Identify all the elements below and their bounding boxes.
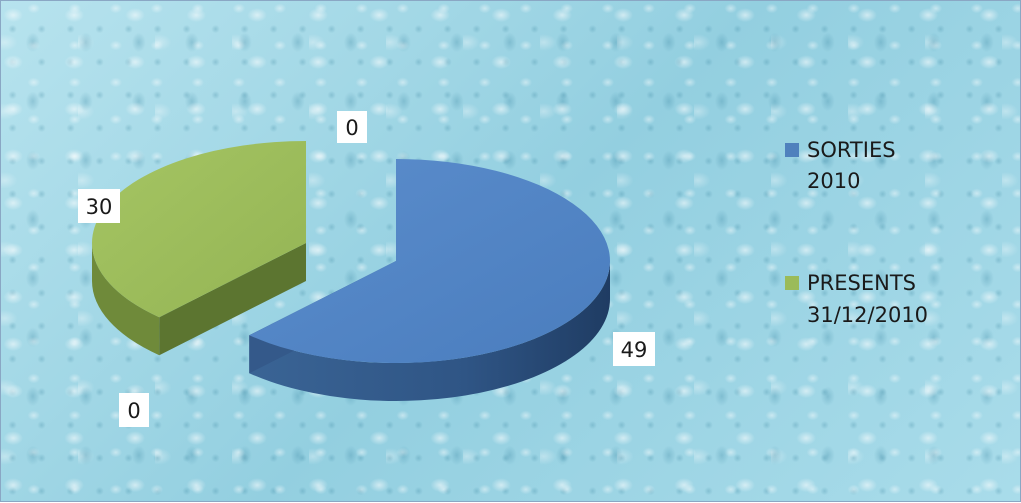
legend-label-presents-line2: 31/12/2010 — [807, 303, 928, 327]
pie-slice-side-presents — [92, 243, 160, 356]
legend-swatch-presents — [785, 276, 799, 290]
data-label-top-zero: 0 — [337, 111, 367, 143]
legend-label-presents-line1: PRESENTS — [807, 271, 916, 295]
legend-swatch-sorties — [785, 143, 799, 157]
pie-slice-top-sorties — [249, 159, 610, 363]
data-label-text: 49 — [621, 338, 648, 362]
data-label-presents: 30 — [78, 189, 120, 223]
legend-label-sorties-line2: 2010 — [807, 169, 860, 193]
legend-item-presents: PRESENTS 31/12/2010 — [785, 271, 928, 327]
legend-item-sorties: SORTIES 2010 — [785, 138, 896, 193]
data-label-text: 0 — [127, 399, 140, 423]
pie-slice-presents — [91, 141, 306, 356]
data-label-bottom-zero: 0 — [119, 393, 149, 427]
data-label-sorties: 49 — [613, 332, 655, 366]
data-label-text: 0 — [345, 116, 358, 140]
pie-slices — [91, 141, 610, 402]
data-label-text: 30 — [86, 195, 113, 219]
pie-slice-wall-presents-0 — [159, 243, 306, 356]
legend-label-sorties-line1: SORTIES — [807, 138, 896, 162]
pie-slice-side-sorties — [249, 261, 610, 402]
pie-slice-sorties — [249, 159, 610, 402]
pie-slice-top-presents — [91, 141, 306, 318]
legend: SORTIES 2010 PRESENTS 31/12/2010 — [785, 138, 928, 327]
